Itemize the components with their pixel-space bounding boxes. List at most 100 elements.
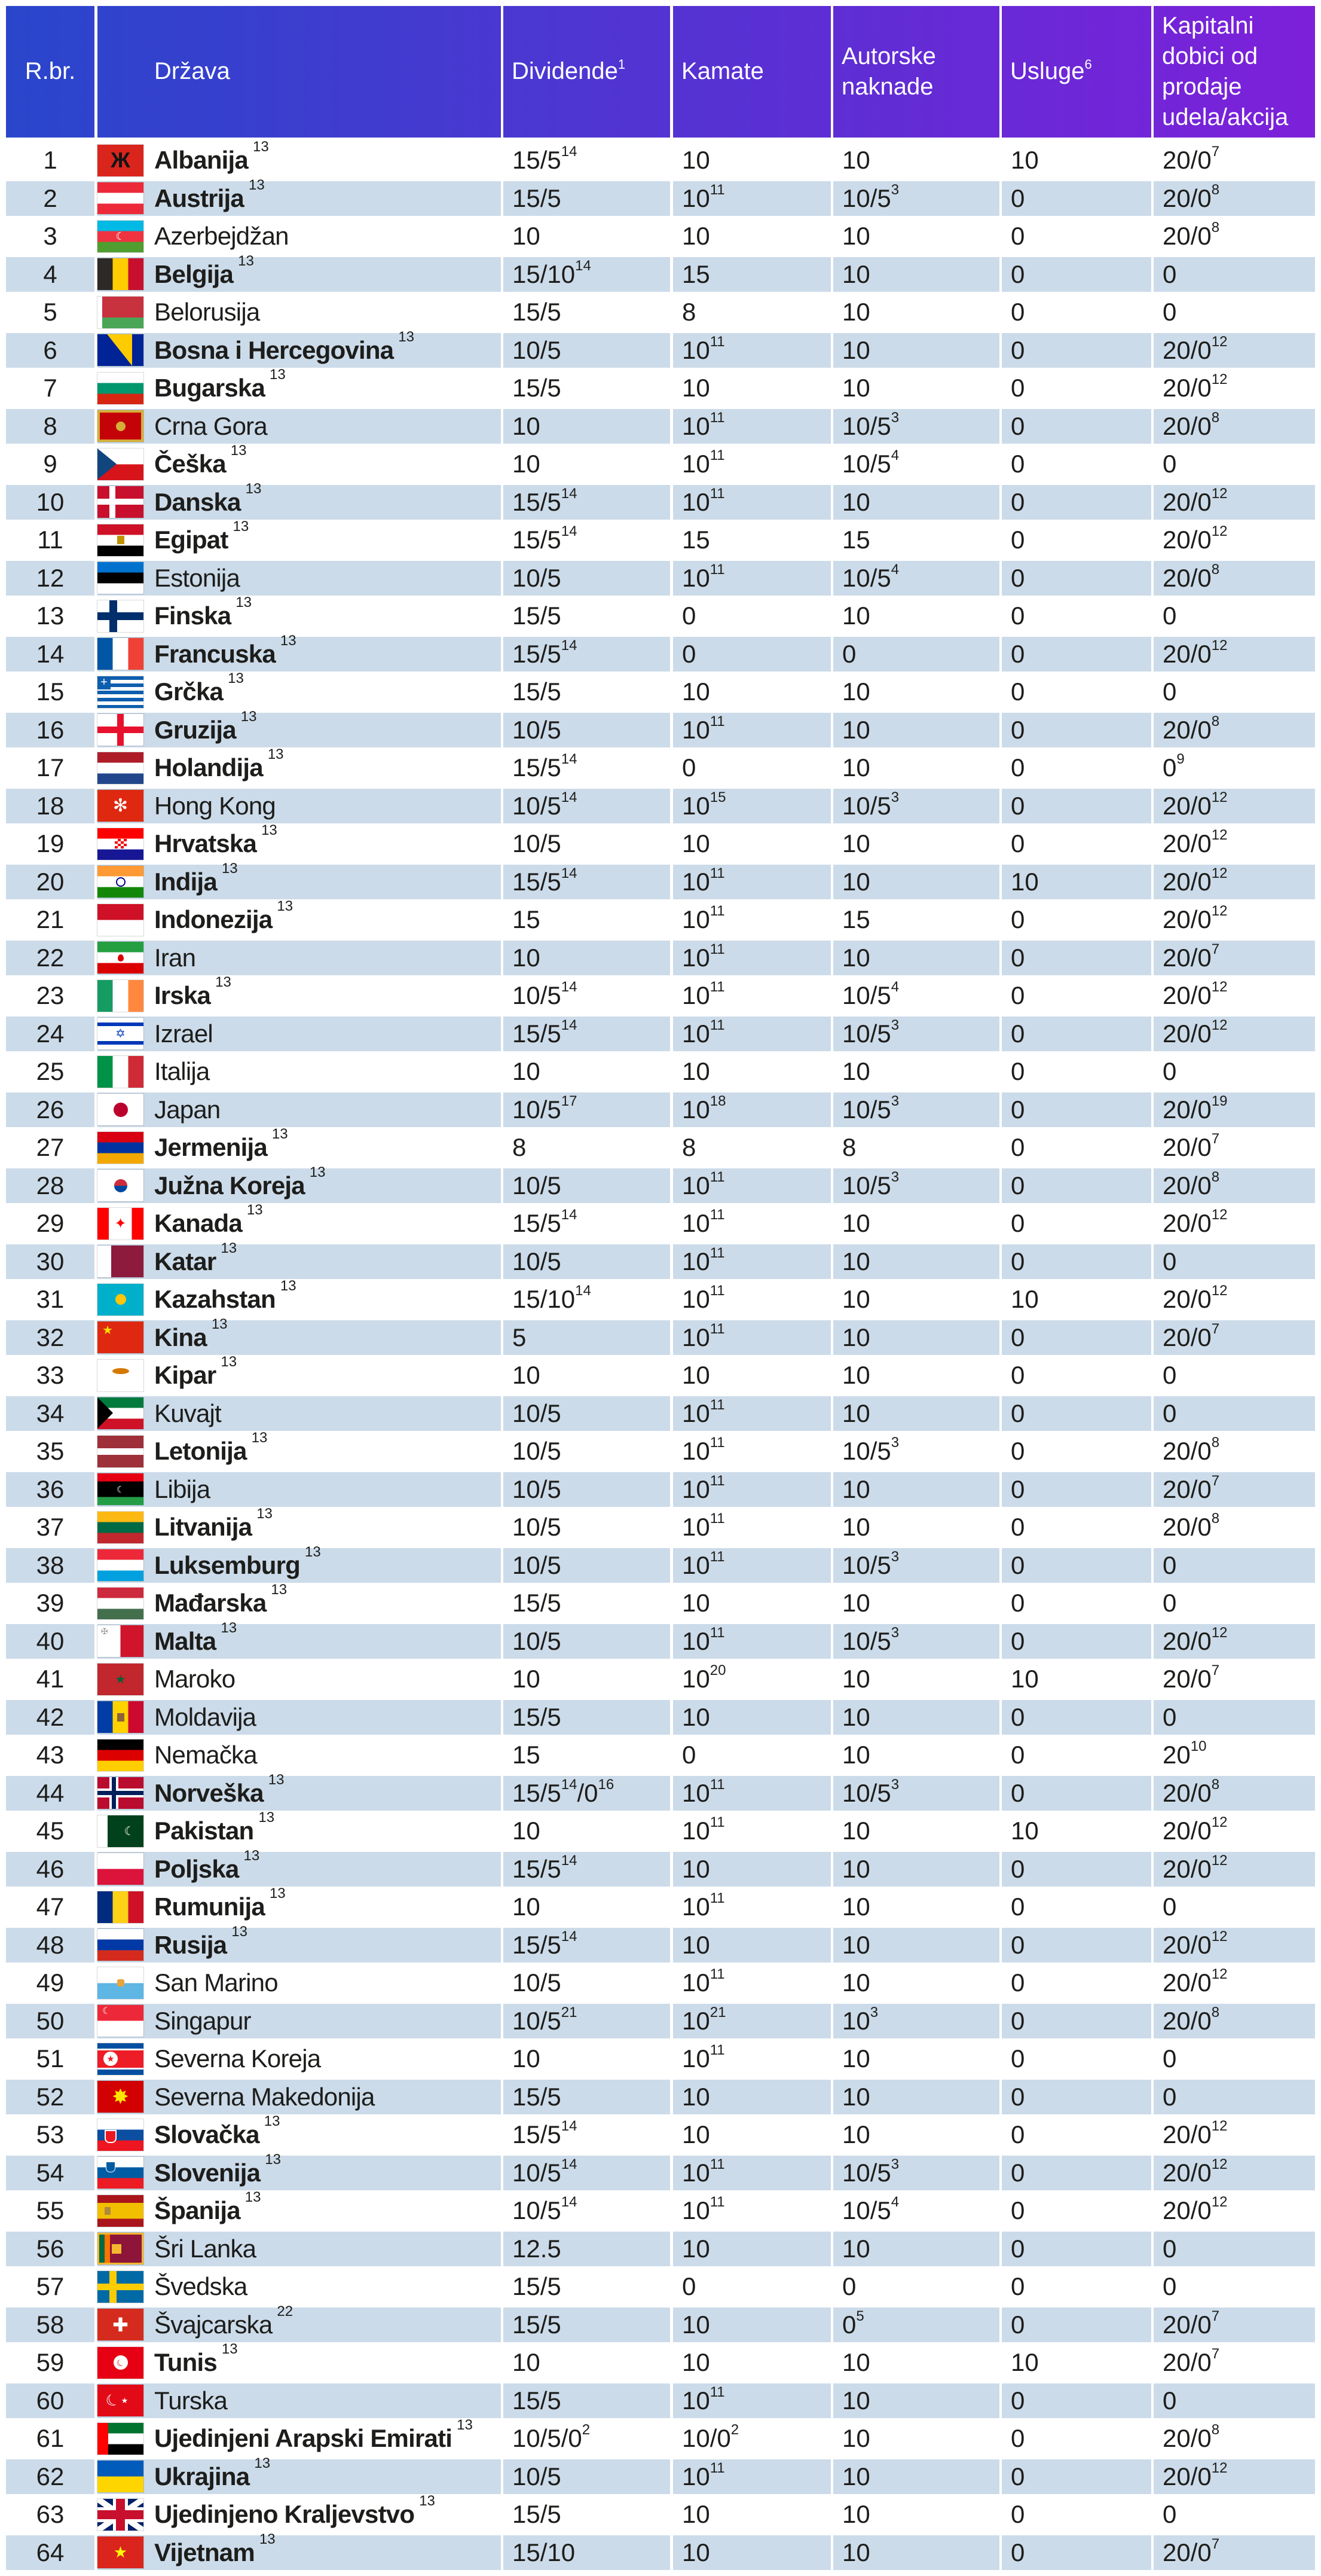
kapitalni-dobici-cell: 20/0 12 xyxy=(1154,332,1315,368)
country-name: Ujedinjeno Kraljevstvo 13 xyxy=(154,2493,435,2529)
column-header-drzava: Država xyxy=(97,6,501,138)
country-name: Indonezija 13 xyxy=(154,898,293,934)
usluge-cell: 0 xyxy=(1011,1513,1025,1542)
kamate-cell: 10 11 xyxy=(673,940,831,975)
kapitalni-dobici-cell: 0 xyxy=(1163,677,1177,706)
row-number-cell: 61 xyxy=(36,2424,65,2453)
kamate-cell: 10 15 xyxy=(673,788,831,823)
kapitalni-dobici-cell: 20/0 7 xyxy=(1154,1320,1315,1355)
autorske-naknade-cell: 10/5 3 xyxy=(833,1092,999,1127)
kamate-cell: 0 xyxy=(682,602,696,630)
dividende-cell: 10 xyxy=(512,2348,540,2377)
table-row: 61 Ujedinjeni Arapski Emirati 13 10/5/0 2… xyxy=(6,2418,1315,2456)
country-cell: Rusija 13 xyxy=(97,1924,501,1962)
country-name: Vijetnam 13 xyxy=(154,2531,276,2566)
country-cell: Severna Makedonija xyxy=(97,2079,501,2114)
row-number-cell: 20 xyxy=(6,864,94,899)
dividende-cell: 10 xyxy=(512,222,540,251)
usluge-cell: 0 xyxy=(1011,1741,1025,1769)
table-row: 3 Azerbejdžan 10 10 10 0 20/0 8 xyxy=(6,216,1315,254)
row-number-cell: 53 xyxy=(36,2120,65,2149)
table-row: 57 Švedska 15/5 0 0 0 0 xyxy=(6,2266,1315,2305)
usluge-cell: 0 xyxy=(1002,788,1151,823)
country-name: Francuska 13 xyxy=(154,632,296,668)
flag-northmacedonia-icon xyxy=(97,2080,144,2114)
kapitalni-dobici-cell: 20/0 8 xyxy=(1163,2422,1220,2453)
dividende-cell: 15/5 14 xyxy=(503,484,670,520)
country-cell: Italija xyxy=(97,1054,501,1089)
kapitalni-dobici-cell: 20/0 8 xyxy=(1154,560,1315,596)
dividende-cell: 10/5 xyxy=(512,1437,561,1466)
row-number-cell: 19 xyxy=(36,829,65,858)
usluge-cell: 0 xyxy=(1011,2272,1025,2301)
dividende-cell: 15/5 xyxy=(512,1589,561,1617)
table-row: 6 Bosna i Hercegovina 13 10/5 10 11 10 0 … xyxy=(6,329,1315,368)
flag-tunisia-icon xyxy=(97,2346,144,2379)
row-number-cell: 2 xyxy=(6,181,94,216)
country-name: Holandija 13 xyxy=(154,746,284,782)
kamate-cell: 15 xyxy=(682,526,710,554)
country-name: Luksemburg 13 xyxy=(154,1543,321,1579)
flag-slovenia-icon xyxy=(97,2156,144,2190)
autorske-naknade-cell: 10 xyxy=(842,602,870,630)
country-name: Kipar 13 xyxy=(154,1354,237,1390)
dividende-cell: 15/5 xyxy=(512,2272,561,2301)
kamate-cell: 10 xyxy=(673,1699,831,1735)
dividende-cell: 10 xyxy=(503,940,670,975)
autorske-naknade-cell: 10 xyxy=(842,1361,870,1390)
flag-armenia-icon xyxy=(97,1131,144,1164)
kapitalni-dobici-cell: 0 xyxy=(1163,2272,1177,2301)
kamate-cell: 10 11 xyxy=(673,560,831,596)
country-cell: Ujedinjeni Arapski Emirati 13 xyxy=(97,2418,501,2456)
usluge-cell: 0 xyxy=(1002,1927,1151,1962)
autorske-naknade-cell: 10/5 3 xyxy=(833,1775,999,1811)
country-name: Japan xyxy=(154,1095,221,1124)
usluge-cell: 0 xyxy=(1011,2120,1025,2149)
flag-indonesia-icon xyxy=(97,903,144,936)
autorske-naknade-cell: 10/5 3 xyxy=(842,1434,900,1466)
autorske-naknade-cell: 10 xyxy=(842,146,870,175)
usluge-cell: 0 xyxy=(1002,2459,1151,2494)
dividende-cell: 10/5 xyxy=(503,560,670,596)
dividende-cell: 5 xyxy=(503,1320,670,1355)
usluge-cell: 0 xyxy=(1002,2003,1151,2038)
table-row: 35 Letonija 13 10/5 10 11 10/5 3 0 20/0 8 xyxy=(6,1431,1315,1469)
table-row: 47 Rumunija 13 10 10 11 10 0 0 xyxy=(6,1887,1315,1925)
kamate-cell: 10 11 xyxy=(682,2042,725,2073)
kapitalni-dobici-cell: 20/0 12 xyxy=(1163,523,1228,554)
dividende-cell: 15/5 xyxy=(512,298,561,326)
flag-bulgaria-icon xyxy=(97,371,144,405)
kamate-cell: 0 xyxy=(682,2272,696,2301)
country-cell: Češka 13 xyxy=(97,444,501,482)
autorske-naknade-cell: 10 xyxy=(833,332,999,368)
table-row: 37 Litvanija 13 10/5 10 11 10 0 20/0 8 xyxy=(6,1507,1315,1545)
usluge-cell: 0 xyxy=(1011,1589,1025,1617)
flag-sweden-icon xyxy=(97,2270,144,2303)
dividende-cell: 10/5 xyxy=(503,1168,670,1203)
country-cell: Turska xyxy=(97,2383,501,2418)
country-name: Tunis 13 xyxy=(154,2341,238,2377)
country-cell: Belgija 13 xyxy=(97,254,501,292)
country-name: Kuvajt xyxy=(154,1399,222,1427)
country-name: Libija xyxy=(154,1475,210,1503)
table-row: 12 Estonija 10/5 10 11 10/5 4 0 20/0 8 xyxy=(6,558,1315,596)
row-number-cell: 35 xyxy=(36,1437,65,1466)
usluge-cell: 0 xyxy=(1011,1057,1025,1086)
flag-hongkong-icon xyxy=(97,789,144,823)
autorske-naknade-cell: 10/5 3 xyxy=(833,788,999,823)
country-cell: Hong Kong xyxy=(97,788,501,823)
flag-canada-icon xyxy=(97,1207,144,1240)
dividende-cell: 10/5 xyxy=(503,1472,670,1507)
kapitalni-dobici-cell: 20/0 19 xyxy=(1154,1092,1315,1127)
country-cell: Francuska 13 xyxy=(97,632,501,672)
country-name: Albanija 13 xyxy=(154,139,269,175)
kapitalni-dobici-cell: 0 xyxy=(1163,298,1177,326)
autorske-naknade-cell: 10 xyxy=(833,2383,999,2418)
usluge-cell: 0 xyxy=(1002,1092,1151,1127)
flag-romania-icon xyxy=(97,1890,144,1924)
